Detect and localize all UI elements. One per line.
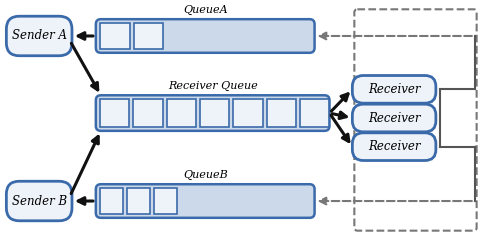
- Text: QueueA: QueueA: [183, 5, 227, 15]
- Bar: [100, 23, 129, 49]
- FancyBboxPatch shape: [96, 184, 314, 218]
- Text: Receiver: Receiver: [368, 140, 420, 153]
- FancyBboxPatch shape: [96, 19, 314, 53]
- FancyBboxPatch shape: [353, 76, 436, 103]
- Bar: [127, 188, 150, 214]
- Bar: [233, 99, 263, 127]
- Text: Sender A: Sender A: [12, 29, 67, 42]
- FancyBboxPatch shape: [353, 104, 436, 132]
- Bar: [267, 99, 296, 127]
- FancyBboxPatch shape: [6, 181, 72, 221]
- Text: Receiver Queue: Receiver Queue: [168, 81, 257, 91]
- FancyBboxPatch shape: [96, 95, 329, 131]
- Bar: [200, 99, 229, 127]
- Text: Receiver: Receiver: [368, 83, 420, 96]
- Bar: [134, 23, 163, 49]
- Bar: [167, 99, 196, 127]
- Text: Receiver: Receiver: [368, 111, 420, 124]
- Bar: [100, 188, 123, 214]
- Bar: [300, 99, 329, 127]
- Text: QueueB: QueueB: [183, 170, 227, 180]
- FancyBboxPatch shape: [353, 133, 436, 160]
- Bar: [154, 188, 177, 214]
- FancyBboxPatch shape: [6, 16, 72, 56]
- Bar: [133, 99, 163, 127]
- Bar: [100, 99, 129, 127]
- Text: Sender B: Sender B: [12, 195, 67, 208]
